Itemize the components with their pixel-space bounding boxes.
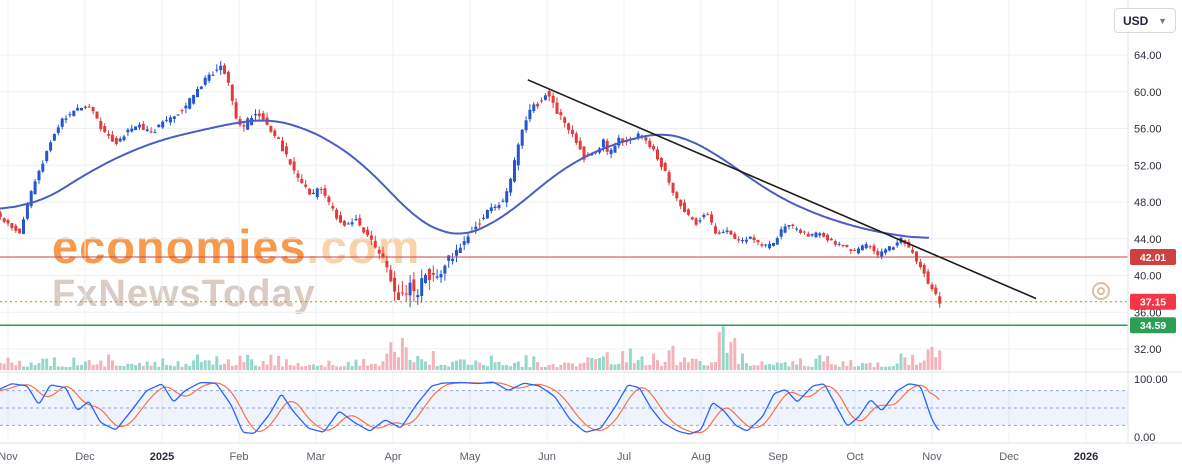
time-tick-label: Feb — [230, 451, 249, 463]
currency-label: USD — [1123, 13, 1149, 28]
stochastic-band — [0, 390, 1128, 426]
stoch-k-line — [0, 381, 940, 435]
price-level-badge-label: 37.15 — [1140, 297, 1166, 309]
time-tick-label: Jun — [538, 451, 556, 463]
osc-tick-label: 0.00 — [1134, 432, 1155, 444]
price-tick-label: 60.00 — [1134, 87, 1162, 99]
price-axis[interactable]: 64.00 60.00 56.00 52.00 48.00 44.00 40.00 36.00… — [1130, 50, 1176, 444]
time-tick-label: Jul — [617, 451, 631, 463]
price-level-badge — [1130, 317, 1176, 334]
moving-average-line — [0, 119, 930, 239]
price-tick-label: 52.00 — [1134, 160, 1162, 172]
price-tick-label: 44.00 — [1134, 234, 1162, 246]
price-tick-label: 64.00 — [1134, 50, 1162, 62]
chevron-down-icon: ▼ — [1158, 15, 1167, 26]
price-level-badge — [1130, 249, 1176, 265]
price-level-lines[interactable] — [0, 256, 1128, 326]
trend-line[interactable] — [527, 79, 1037, 300]
price-tick-label: 32.00 — [1134, 344, 1162, 356]
price-tick-label: 40.00 — [1134, 271, 1162, 283]
time-tick-label: May — [460, 451, 481, 463]
price-tick-label: 48.00 — [1134, 197, 1162, 209]
pane-separators — [0, 0, 1182, 444]
candlestick-series — [0, 60, 942, 308]
price-tick-label: 36.00 — [1134, 307, 1162, 319]
currency-selector-button[interactable]: USD ▼ — [1114, 8, 1176, 33]
time-tick-label: 2026 — [1074, 451, 1098, 463]
price-level-badge — [1130, 293, 1176, 310]
price-level-badge-label: 42.01 — [1140, 252, 1166, 264]
volume-series — [0, 326, 942, 370]
time-tick-label: Sep — [768, 451, 788, 463]
time-axis[interactable]: Nov Dec 2025 Feb Mar Apr May Jun Jul Aug Sep Oct Nov… — [0, 451, 1098, 463]
time-tick-label: Aug — [691, 451, 711, 463]
time-tick-label: Mar — [307, 451, 326, 463]
time-tick-label: 2025 — [150, 451, 174, 463]
time-tick-label: Nov — [922, 451, 942, 463]
price-level-badge-label: 34.59 — [1140, 320, 1166, 332]
time-tick-label: Dec — [75, 451, 95, 463]
time-tick-label: Oct — [846, 451, 863, 463]
watermark-logo-icon — [1092, 282, 1110, 300]
time-tick-label: Apr — [384, 451, 401, 463]
price-tick-label: 56.00 — [1134, 124, 1162, 136]
stochastic-lines — [0, 381, 940, 435]
time-tick-label: Nov — [0, 451, 18, 463]
time-tick-label: Dec — [999, 451, 1019, 463]
osc-tick-label: 100.00 — [1134, 374, 1168, 386]
gridlines — [0, 0, 1128, 443]
